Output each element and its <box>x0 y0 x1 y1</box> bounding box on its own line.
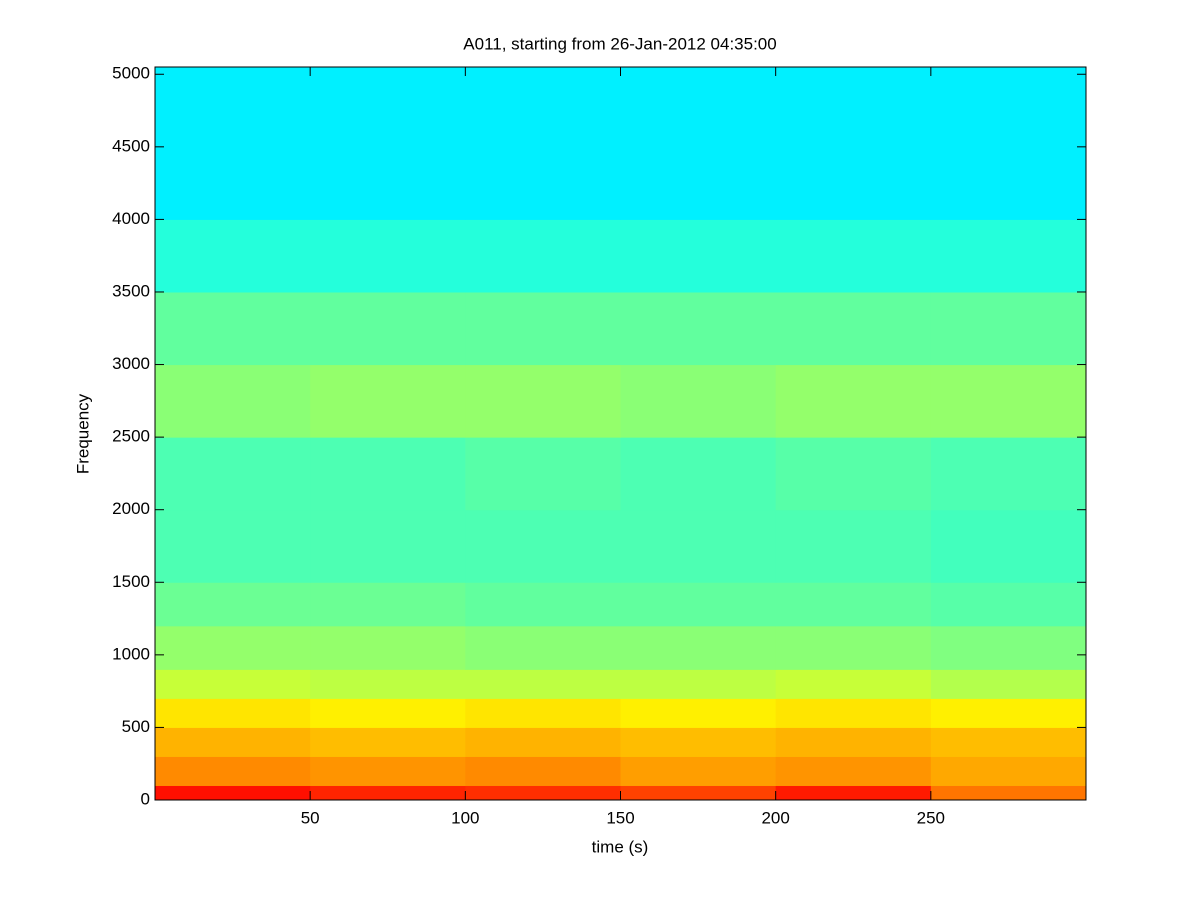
heat-cell <box>310 509 466 583</box>
heat-cell <box>310 364 466 438</box>
heat-cell <box>310 625 466 670</box>
heat-cell <box>155 364 311 438</box>
x-tick-label: 200 <box>761 808 789 827</box>
heat-cell <box>930 291 1087 366</box>
y-tick-label: 1500 <box>112 572 150 591</box>
y-tick-label: 4000 <box>112 209 150 228</box>
heat-cell <box>620 756 777 786</box>
y-tick-label: 3500 <box>112 281 150 300</box>
heat-cell <box>310 437 466 511</box>
x-tick-label: 150 <box>606 808 634 827</box>
heat-cell <box>310 698 466 728</box>
heat-cell <box>775 669 932 699</box>
heat-cell <box>155 437 311 511</box>
heat-cell <box>620 669 777 699</box>
y-tick-label: 2500 <box>112 427 150 446</box>
y-tick-label: 5000 <box>112 64 150 83</box>
heat-cell <box>930 219 1087 293</box>
heat-cell <box>465 437 621 511</box>
chart-title: A011, starting from 26-Jan-2012 04:35:00 <box>463 34 776 53</box>
heat-cell <box>155 625 311 670</box>
heat-cell <box>930 582 1087 627</box>
heat-cell <box>930 364 1087 438</box>
y-tick-label: 0 <box>141 789 150 808</box>
x-axis-label: time (s) <box>592 837 649 856</box>
heat-cell <box>775 582 932 627</box>
heat-cell <box>620 582 777 627</box>
y-tick-label: 500 <box>122 717 150 736</box>
heat-cell <box>775 785 932 801</box>
heat-cell <box>465 67 621 220</box>
heat-cell <box>620 785 777 801</box>
heat-cell <box>620 291 777 366</box>
heat-cell <box>930 756 1087 786</box>
heat-cell <box>155 727 311 757</box>
heat-cell <box>620 509 777 583</box>
heat-cell <box>620 625 777 670</box>
heat-cell <box>310 756 466 786</box>
heat-cell <box>775 364 932 438</box>
heat-cell <box>930 67 1087 220</box>
heat-cell <box>930 509 1087 583</box>
heat-cell <box>310 582 466 627</box>
heat-cell <box>775 625 932 670</box>
heat-cell <box>775 756 932 786</box>
heat-cell <box>775 727 932 757</box>
heat-cell <box>775 509 932 583</box>
heat-cell <box>155 291 311 366</box>
heat-cell <box>465 509 621 583</box>
heat-cell <box>465 756 621 786</box>
heat-cell <box>620 727 777 757</box>
heat-cell <box>775 219 932 293</box>
heat-cell <box>620 364 777 438</box>
heat-cell <box>930 727 1087 757</box>
heat-cell <box>155 756 311 786</box>
heat-cell <box>310 291 466 366</box>
heat-cell <box>775 291 932 366</box>
x-tick-label: 250 <box>917 808 945 827</box>
heat-cell <box>620 67 777 220</box>
heat-cell <box>155 219 311 293</box>
heat-cell <box>155 669 311 699</box>
heat-cell <box>465 669 621 699</box>
heat-cell <box>310 785 466 801</box>
heat-cell <box>775 437 932 511</box>
heat-cell <box>465 727 621 757</box>
y-tick-label: 1000 <box>112 644 150 663</box>
heat-cell <box>930 698 1087 728</box>
heat-cell <box>310 219 466 293</box>
heat-cell <box>465 582 621 627</box>
heat-cell <box>465 625 621 670</box>
heat-cell <box>155 785 311 801</box>
x-tick-label: 100 <box>451 808 479 827</box>
heat-cell <box>310 67 466 220</box>
y-axis-label: Frequency <box>73 393 92 474</box>
heat-cell <box>310 727 466 757</box>
heat-cell <box>155 509 311 583</box>
heat-cell <box>465 698 621 728</box>
heat-cell <box>930 669 1087 699</box>
heat-cell <box>155 67 311 220</box>
y-tick-label: 3000 <box>112 354 150 373</box>
heat-cell <box>465 291 621 366</box>
heat-cell <box>775 67 932 220</box>
heat-cell <box>930 625 1087 670</box>
heat-cell <box>620 698 777 728</box>
heat-cell <box>465 364 621 438</box>
heat-cell <box>310 669 466 699</box>
x-tick-label: 50 <box>301 808 320 827</box>
heat-cell <box>155 582 311 627</box>
heat-cell <box>620 437 777 511</box>
heat-cell <box>930 437 1087 511</box>
heat-cell <box>775 698 932 728</box>
y-tick-label: 2000 <box>112 499 150 518</box>
heat-cell <box>155 698 311 728</box>
heat-cell <box>930 785 1087 801</box>
heat-cell <box>620 219 777 293</box>
heat-cell <box>465 785 621 801</box>
heat-cell <box>465 219 621 293</box>
y-tick-label: 4500 <box>112 136 150 155</box>
